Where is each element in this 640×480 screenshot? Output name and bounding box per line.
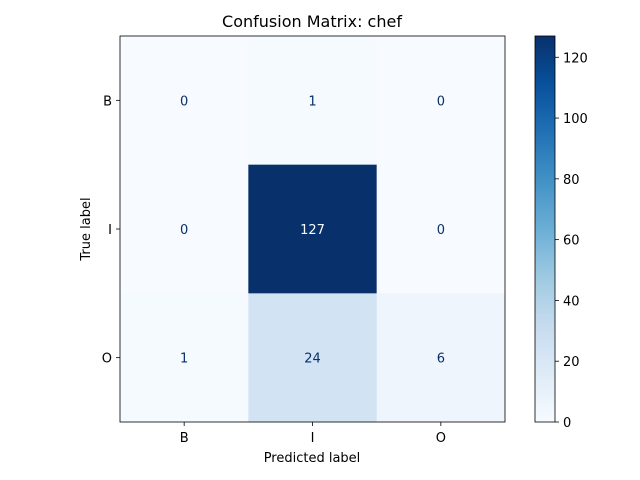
x-tick-label: B (180, 431, 189, 446)
cell-value-label: 24 (304, 352, 321, 367)
y-axis-ticks: B I O (102, 94, 120, 367)
cell-value-label: 0 (437, 94, 445, 109)
y-axis-label: True label (79, 197, 94, 261)
cell-value-label: 6 (437, 352, 445, 367)
cell-value-label: 0 (180, 94, 188, 109)
matrix-cell (248, 164, 378, 294)
matrix-cell (120, 293, 249, 423)
colorbar-tick-label: 40 (563, 294, 580, 309)
cell-value-label: 1 (180, 352, 188, 367)
matrix-cell (120, 36, 249, 166)
y-tick-label: O (102, 352, 112, 367)
x-axis-label: Predicted label (264, 451, 361, 466)
cell-value-label: 0 (437, 223, 445, 238)
matrix-cell (120, 164, 249, 294)
x-tick-label: I (311, 431, 315, 446)
cell-value-label: 0 (180, 223, 188, 238)
matrix-cell (376, 293, 506, 423)
matrix-cell (376, 164, 506, 294)
matrix-cell-labels: 0 1 0 0 127 0 1 24 6 (180, 94, 445, 366)
colorbar-tick-label: 20 (563, 355, 580, 370)
colorbar-tick-label: 100 (563, 112, 588, 127)
x-tick-label: O (436, 431, 446, 446)
matrix-cell (248, 293, 378, 423)
colorbar (534, 35, 556, 423)
cell-value-label: 1 (308, 94, 316, 109)
colorbar-tick-label: 120 (563, 51, 588, 66)
colorbar-tick-label: 80 (563, 173, 580, 188)
y-tick-label: I (108, 223, 112, 238)
colorbar-tick-label: 0 (563, 416, 571, 431)
matrix-cell (248, 36, 378, 166)
colorbar-tick-label: 60 (563, 234, 580, 249)
chart-title: Confusion Matrix: chef (222, 12, 402, 31)
matrix-cell (376, 36, 506, 166)
y-tick-label: B (103, 94, 112, 109)
cell-value-label: 127 (300, 223, 325, 238)
colorbar-ticks: 0 20 40 60 80 100 120 (555, 51, 588, 431)
matrix-cells (120, 36, 506, 423)
